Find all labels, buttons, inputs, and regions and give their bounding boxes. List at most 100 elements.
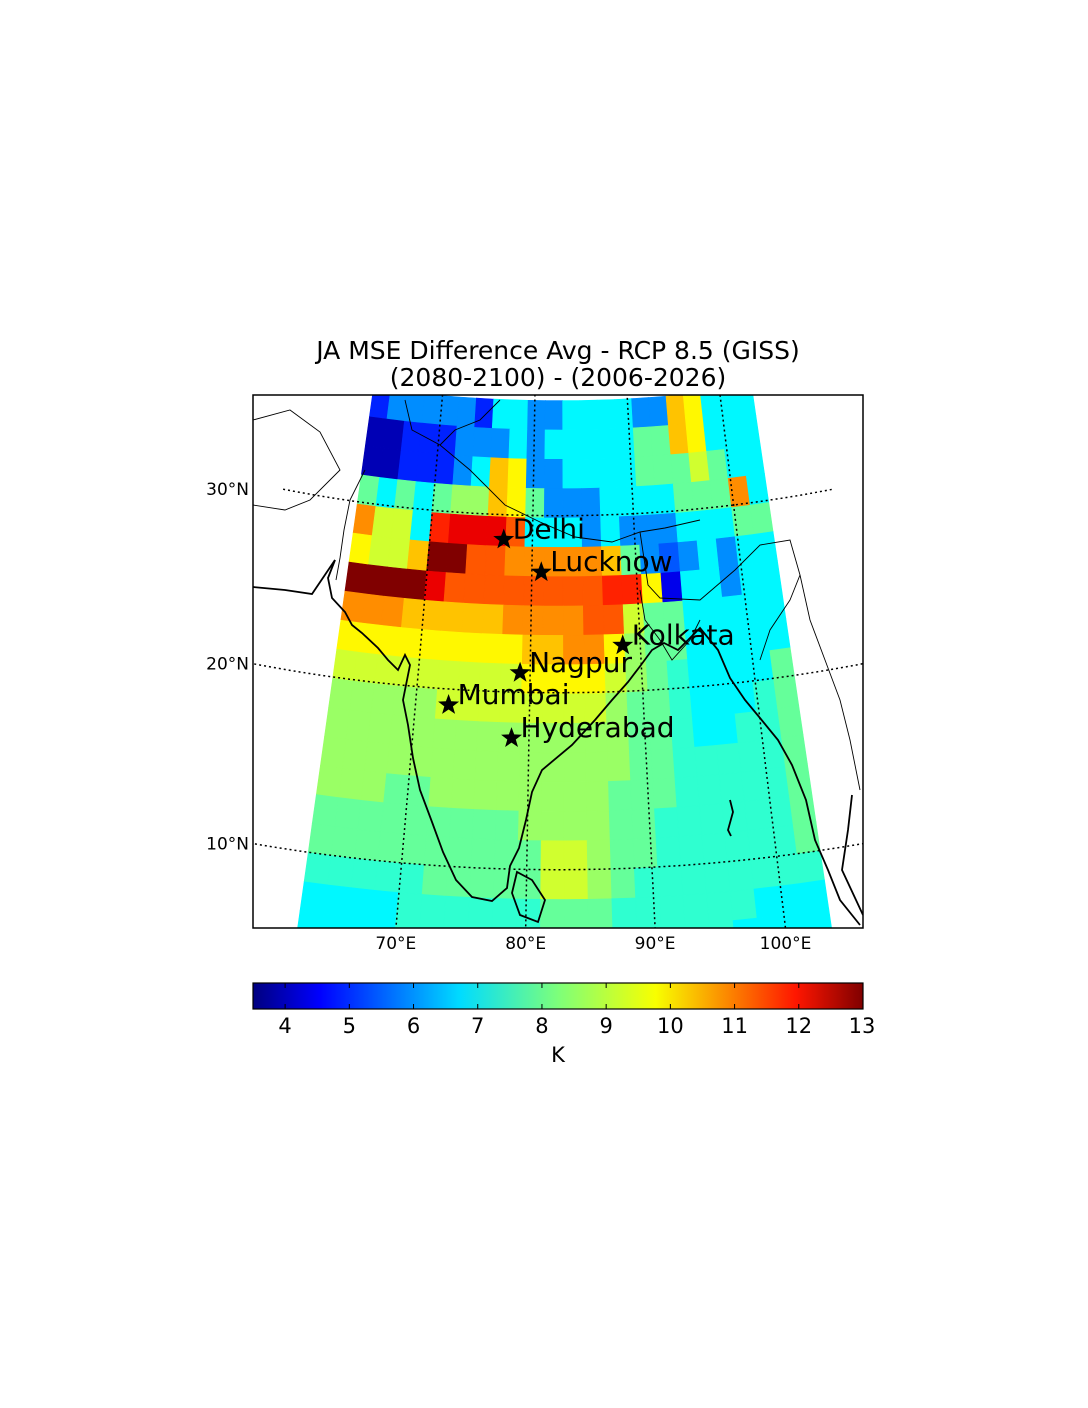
star-icon <box>501 727 522 747</box>
heatmap-cell <box>540 869 565 900</box>
colorbar-tick-label: 8 <box>535 1014 548 1038</box>
heatmap-cell <box>454 425 475 458</box>
heatmap-cell <box>666 659 691 691</box>
heatmap-cell <box>380 802 407 835</box>
heatmap-cell <box>465 544 487 576</box>
heatmap-cell <box>701 832 728 865</box>
heatmap-cell <box>493 839 519 871</box>
heatmap-cell <box>394 921 421 928</box>
heatmap-cell <box>463 573 486 605</box>
heatmap-cell <box>416 658 440 690</box>
heatmap-cell <box>303 852 332 886</box>
heatmap-cell <box>523 575 545 607</box>
heatmap-cell <box>367 712 393 745</box>
heatmap-cell <box>685 421 707 454</box>
heatmap-cell <box>564 898 589 928</box>
heatmap-cell <box>400 833 427 866</box>
heatmap-cell <box>579 399 599 431</box>
heatmap-cell <box>788 792 817 826</box>
heatmap-cell <box>400 597 425 630</box>
heatmap-cell <box>415 451 438 484</box>
colorbar-tick-label: 6 <box>407 1014 420 1038</box>
heatmap-cell <box>364 741 390 774</box>
heatmap-cell <box>387 537 411 570</box>
heatmap-cell <box>540 899 565 928</box>
heatmap-cell <box>501 634 524 665</box>
himalaya-border <box>404 399 701 543</box>
heatmap-cell <box>773 676 800 710</box>
heatmap-cell <box>713 713 739 746</box>
colorbar-tick-label: 5 <box>343 1014 356 1038</box>
heatmap-cell <box>347 887 376 920</box>
colorbar: 4 5 6 7 8 9 10 11 12 13 K <box>252 982 876 1067</box>
heatmap-cell <box>693 509 717 542</box>
heatmap-cell <box>562 400 581 431</box>
longitude-line <box>524 395 536 928</box>
heatmap-cell <box>706 891 734 924</box>
heatmap-cell <box>582 575 604 607</box>
heatmap-cell <box>631 808 657 840</box>
heatmap-cell <box>804 908 832 928</box>
heatmap-cell <box>346 916 373 928</box>
heatmap-cell <box>745 473 770 506</box>
heatmap-cell <box>382 418 405 451</box>
star-icon <box>493 528 515 549</box>
country-borders <box>253 399 861 791</box>
heatmap-cell <box>409 510 433 543</box>
heatmap-cell <box>421 395 443 426</box>
heatmap-cell <box>431 482 454 515</box>
heatmap-cell <box>504 546 526 577</box>
heatmap-cell <box>348 532 373 566</box>
heatmap-cell <box>696 774 723 807</box>
longitude-line <box>626 395 656 928</box>
heatmap-cell <box>491 398 512 430</box>
heatmap-cell <box>608 809 634 841</box>
heatmap-cell <box>587 898 614 928</box>
heatmap-cell <box>354 829 382 862</box>
heatmap-cells <box>297 395 832 928</box>
heatmap-cell <box>502 604 524 636</box>
heatmap-cell <box>563 840 588 871</box>
heatmap-cell <box>687 657 712 690</box>
heatmap-cell <box>320 736 347 769</box>
heatmap-cell <box>332 648 358 682</box>
heatmap-cell <box>765 618 791 651</box>
heatmap-cell <box>370 919 397 928</box>
heatmap-cell <box>450 484 472 516</box>
heatmap-cell <box>563 810 588 842</box>
heatmap-cell <box>397 450 420 482</box>
colorbar-tick-label: 12 <box>785 1014 812 1038</box>
pakistan-india-border <box>335 469 366 581</box>
city-hyderabad: Hyderabad <box>501 711 675 747</box>
heatmap-cell <box>470 838 496 870</box>
colorbar-tick-label: 10 <box>657 1014 684 1038</box>
heatmap-cell <box>770 824 798 858</box>
heatmap-cell <box>472 427 493 459</box>
heatmap-cell <box>345 709 372 743</box>
heatmap-cell <box>494 810 520 841</box>
heatmap-cell <box>395 892 423 925</box>
heatmap-cell <box>747 827 775 861</box>
heatmap-cell <box>321 913 349 928</box>
colorbar-tick-label: 11 <box>721 1014 748 1038</box>
star-icon <box>509 661 531 682</box>
heatmap-cell <box>327 855 355 889</box>
heatmap-cell <box>418 422 440 455</box>
heatmap-cell <box>374 860 402 893</box>
heatmap-cell <box>544 429 564 460</box>
heatmap-cell <box>315 765 343 798</box>
heatmap-cell <box>474 750 499 782</box>
heatmap-cell <box>390 508 414 541</box>
heatmap-cell <box>428 512 451 544</box>
heatmap-cell <box>406 539 430 572</box>
longitude-label: 100°E <box>760 934 812 954</box>
heatmap-cell <box>544 458 564 490</box>
heatmap-cell <box>496 751 521 783</box>
heatmap-cell <box>563 869 589 900</box>
heatmap-cell <box>694 744 720 777</box>
colorbar-tick-label: 13 <box>849 1014 876 1038</box>
heatmap-cell <box>677 540 701 573</box>
heatmap-cell <box>598 457 619 489</box>
heatmap-cell <box>517 840 542 871</box>
